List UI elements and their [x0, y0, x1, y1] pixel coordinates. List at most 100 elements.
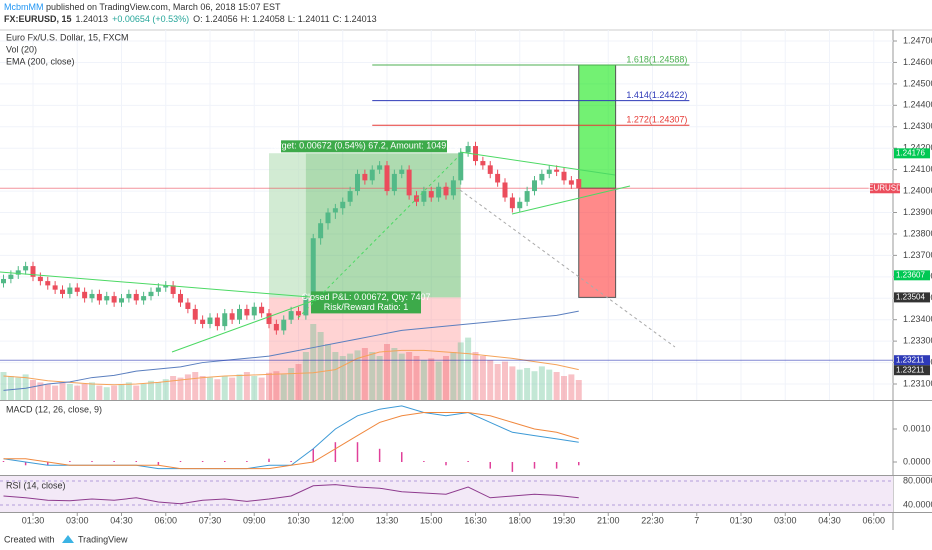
- y-tick-label: 1.24200: [903, 143, 932, 153]
- fib-label: 1.414(1.24422): [626, 90, 687, 100]
- candle-body: [281, 319, 287, 331]
- legend-ema: EMA (200, close): [6, 56, 75, 66]
- volume-bar: [96, 385, 103, 400]
- x-tick-label: 03:00: [774, 515, 797, 525]
- trend-line: [171, 299, 316, 353]
- macd-pane: [2, 405, 580, 472]
- candle-body: [325, 212, 331, 224]
- volume-bar: [413, 356, 420, 400]
- volume-bar: [339, 356, 346, 400]
- price-label-bg: [894, 365, 930, 376]
- volume-bar: [280, 374, 287, 400]
- candle-body: [104, 296, 110, 301]
- drawings: [0, 151, 676, 353]
- price-label: EURUSD: [868, 183, 902, 192]
- candle-body: [310, 238, 316, 299]
- x-tick-label: 04:30: [818, 515, 841, 525]
- volume-bar: [450, 352, 457, 400]
- volume-bar: [325, 344, 331, 400]
- candle-body: [554, 169, 560, 172]
- volume-bar: [465, 337, 472, 400]
- candle-body: [111, 296, 117, 303]
- candle-body: [74, 287, 80, 292]
- volume-bar: [295, 364, 302, 400]
- candle-body: [480, 161, 486, 166]
- footer-brand[interactable]: TradingView: [78, 534, 128, 544]
- candle-body: [1, 278, 6, 284]
- volume-bar: [428, 358, 435, 400]
- candle-body: [384, 165, 390, 192]
- candle-body: [458, 152, 464, 181]
- candle-body: [391, 173, 397, 192]
- candle-body: [428, 191, 434, 198]
- x-tick-label: 12:00: [331, 515, 354, 525]
- loss-zone: [578, 187, 617, 298]
- candle-body: [185, 302, 191, 309]
- candle-body: [576, 179, 582, 189]
- candle-body: [436, 186, 442, 198]
- x-tick-label: 13:30: [376, 515, 399, 525]
- candle-body: [421, 191, 427, 202]
- volume-bar: [207, 377, 213, 400]
- candle-body: [251, 306, 257, 316]
- volume-bar: [376, 356, 383, 400]
- y-tick-label: 1.23900: [903, 207, 932, 217]
- volume-bar: [125, 382, 132, 400]
- x-tick-label: 10:30: [287, 515, 310, 525]
- ema-line: [3, 310, 579, 391]
- x-tick-label: 01:30: [22, 515, 45, 525]
- volume-bar: [302, 352, 309, 400]
- ohlc: C: 1.24013: [333, 14, 377, 24]
- candle-body: [15, 270, 21, 275]
- candle-body: [539, 173, 545, 181]
- legend-macd: MACD (12, 26, close, 9): [6, 404, 102, 414]
- volume-bar: [524, 368, 531, 400]
- volume-bar: [479, 356, 486, 400]
- volume-bar: [155, 382, 162, 400]
- candle-body: [568, 180, 574, 185]
- candle-body: [509, 197, 515, 209]
- candle-body: [340, 201, 346, 209]
- symbol-title: Euro Fx/U.S. Dollar, 15, FXCM: [6, 32, 129, 42]
- trend-line: [0, 271, 311, 298]
- volume-bar: [177, 377, 184, 400]
- volume-bar: [74, 385, 81, 400]
- candle-body: [52, 285, 58, 290]
- closed-text: Closed P&L: 0.00672, Qty: 7407: [301, 292, 430, 302]
- volume-bar: [52, 385, 59, 400]
- x-tick-label: 22:30: [641, 515, 664, 525]
- volume-bar: [391, 348, 398, 400]
- last: 1.24013: [76, 14, 109, 24]
- candle-body: [517, 201, 523, 209]
- x-tick-label: 09:00: [243, 515, 266, 525]
- candle-body: [23, 266, 29, 271]
- volume-bar: [266, 372, 272, 400]
- candle-body: [355, 173, 360, 192]
- candle-body: [155, 287, 161, 292]
- volume-bar: [398, 353, 405, 400]
- volume-bar: [568, 374, 575, 400]
- fib-label: 1.272(1.24307): [626, 115, 687, 125]
- volume-bar: [59, 382, 66, 400]
- candle-body: [473, 146, 478, 162]
- volume-bar: [140, 384, 147, 400]
- price-label-bg: [894, 355, 930, 366]
- x-tick-label: 21:00: [597, 515, 620, 525]
- candle-body: [200, 319, 206, 324]
- volume-bar: [184, 374, 191, 400]
- x-tick-label: 18:00: [508, 515, 531, 525]
- volume-bar: [354, 350, 361, 400]
- volume-bar: [435, 361, 442, 400]
- candle-body: [318, 223, 324, 239]
- legend-rsi: RSI (14, close): [6, 480, 66, 490]
- candle-body: [229, 313, 235, 320]
- target-text: Target: 0.00672 (0.54%) 67.2, Amount: 10…: [269, 141, 459, 151]
- volume-bar: [516, 369, 523, 400]
- target-box: [281, 140, 447, 153]
- dashed-line: [459, 189, 676, 348]
- volume-bar: [509, 366, 516, 400]
- y-tick-label: 1.23400: [903, 314, 932, 324]
- x-tick-label: 07:30: [199, 515, 222, 525]
- y-tick-label: 1.24300: [903, 121, 932, 131]
- author[interactable]: McbmMM: [4, 2, 44, 12]
